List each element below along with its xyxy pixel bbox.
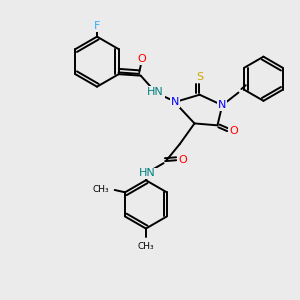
Text: N: N bbox=[218, 100, 226, 110]
Text: HN: HN bbox=[147, 87, 164, 97]
Text: N: N bbox=[170, 97, 179, 107]
Text: HN: HN bbox=[139, 169, 156, 178]
Text: O: O bbox=[229, 126, 238, 136]
Text: O: O bbox=[138, 55, 147, 64]
Text: S: S bbox=[196, 72, 203, 82]
Text: O: O bbox=[178, 155, 187, 165]
Text: CH₃: CH₃ bbox=[138, 242, 154, 251]
Text: F: F bbox=[94, 21, 100, 31]
Text: CH₃: CH₃ bbox=[92, 185, 109, 194]
